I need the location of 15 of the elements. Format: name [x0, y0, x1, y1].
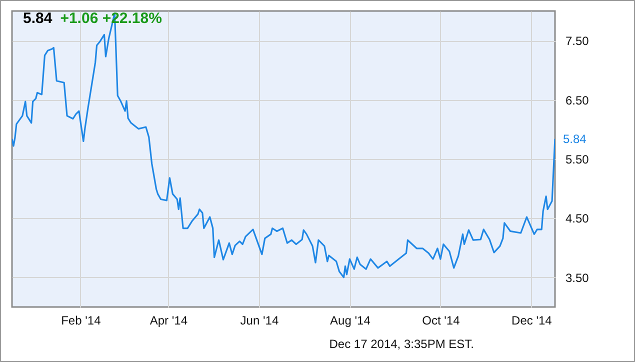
- y-tick-label: 4.50: [566, 212, 590, 226]
- x-tick-label: Oct '14: [422, 314, 460, 328]
- x-tick-label: Aug '14: [330, 314, 371, 328]
- annotation: 5.84: [563, 132, 587, 146]
- chart-title: 5.84: [23, 10, 52, 27]
- text: Dec 17 2014, 3:35PM EST.: [329, 337, 474, 351]
- line-series: [12, 12, 555, 278]
- y-tick-label: 6.50: [566, 93, 590, 108]
- x-tick-label: Apr '14: [150, 314, 188, 328]
- y-tick-label: 7.50: [566, 34, 590, 48]
- x-tick-label: Jun '14: [240, 314, 279, 328]
- y-tick-label: 5.50: [566, 152, 590, 166]
- x-tick-label: Feb '14: [61, 314, 102, 328]
- x-tick-label: Dec '14: [512, 314, 552, 328]
- y-tick-label: 3.50: [566, 270, 590, 285]
